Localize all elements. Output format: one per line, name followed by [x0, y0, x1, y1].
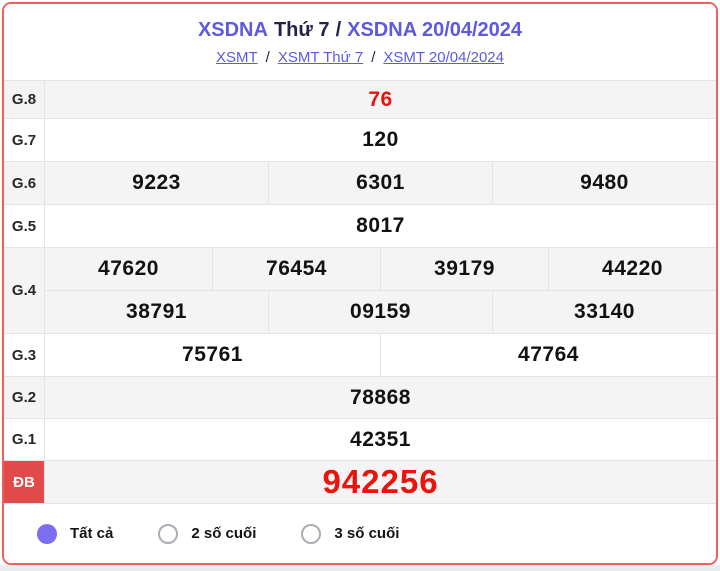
display-filter-bar: Tất cả 2 số cuối 3 số cuối	[4, 503, 716, 563]
filter-option-last-3-digits[interactable]: 3 số cuối	[301, 523, 400, 544]
breadcrumb-link-xsmt-thu7[interactable]: XSMT Thứ 7	[277, 48, 364, 66]
jackpot-number: 942256	[322, 463, 439, 500]
result-number: 8017	[356, 214, 405, 237]
result-number: 75761	[182, 343, 243, 366]
breadcrumb-separator: /	[371, 48, 376, 66]
prize-label: G.1	[11, 431, 37, 448]
prize-row-g5: G.5 8017	[4, 204, 716, 247]
prize-values: 42351	[44, 419, 716, 460]
title-date: XSDNA 20/04/2024	[347, 18, 523, 41]
prize-values-line1: 47620 76454 39179 44220	[45, 248, 716, 290]
result-number: 09159	[268, 291, 492, 333]
result-number: 33140	[492, 291, 716, 333]
result-number: 6301	[268, 162, 492, 204]
prize-values: 47620 76454 39179 44220 38791 09159 3314…	[44, 248, 716, 333]
prize-values: 942256	[44, 461, 716, 503]
prize-label: G.8	[11, 91, 37, 108]
title-separator: /	[335, 18, 342, 41]
result-number: 120	[362, 128, 399, 151]
filter-option-label: Tất cả	[70, 525, 114, 542]
prize-label: G.7	[11, 131, 37, 149]
prize-label: G.5	[11, 217, 37, 235]
page-title: XSDNA Thứ 7 / XSDNA 20/04/2024	[198, 19, 522, 41]
radio-unselected-icon[interactable]	[158, 523, 179, 544]
result-number: 76	[368, 87, 393, 111]
result-number: 78868	[350, 385, 411, 409]
breadcrumb-link-xsmt-date[interactable]: XSMT 20/04/2024	[383, 48, 504, 66]
prize-values: 120	[44, 119, 716, 161]
radio-unselected-icon[interactable]	[301, 523, 322, 544]
result-number: 9480	[492, 162, 716, 204]
prize-values: 9223 6301 9480	[44, 162, 716, 204]
result-number: 42351	[350, 427, 411, 451]
result-number: 44220	[548, 248, 716, 290]
result-number: 47620	[98, 257, 159, 280]
filter-option-label: 3 số cuối	[334, 525, 400, 542]
filter-option-last-2-digits[interactable]: 2 số cuối	[158, 523, 257, 544]
result-number: 38791	[126, 300, 187, 323]
prize-values-line2: 38791 09159 33140	[45, 290, 716, 333]
prize-row-g4: G.4 47620 76454 39179 44220 38791 09159 …	[4, 247, 716, 333]
prize-values: 76	[44, 81, 716, 118]
prize-values: 78868	[44, 377, 716, 418]
prize-row-g2: G.2 78868	[4, 376, 716, 418]
prize-row-g1: G.1 42351	[4, 418, 716, 460]
prize-values: 8017	[44, 205, 716, 247]
filter-option-all[interactable]: Tất cả	[37, 523, 114, 544]
result-number: 39179	[380, 248, 548, 290]
title-region: XSDNA	[197, 18, 268, 41]
result-number: 47764	[380, 334, 716, 376]
breadcrumb-separator: /	[265, 48, 270, 66]
prize-row-g7: G.7 120	[4, 118, 716, 161]
prize-row-g3: G.3 75761 47764	[4, 333, 716, 376]
prize-label: G.2	[11, 389, 37, 406]
page-background-strip	[0, 565, 720, 571]
radio-selected-icon[interactable]	[37, 523, 57, 544]
result-header: XSDNA Thứ 7 / XSDNA 20/04/2024 XSMT / XS…	[4, 4, 716, 80]
prize-row-g8: G.8 76	[4, 80, 716, 118]
result-number: 9223	[132, 171, 181, 194]
prize-values: 75761 47764	[44, 334, 716, 376]
breadcrumb: XSMT / XSMT Thứ 7 / XSMT 20/04/2024	[216, 49, 504, 66]
prize-label: G.3	[11, 346, 37, 364]
prize-row-g6: G.6 9223 6301 9480	[4, 161, 716, 204]
prize-label: G.6	[11, 174, 37, 192]
result-number: 76454	[212, 248, 380, 290]
title-weekday: Thứ 7	[273, 18, 330, 41]
breadcrumb-link-xsmt[interactable]: XSMT	[215, 48, 258, 66]
prize-label: G.4	[11, 282, 37, 299]
prize-row-db: ĐB 942256	[4, 460, 716, 503]
prize-label-special: ĐB	[4, 461, 44, 503]
filter-option-label: 2 số cuối	[191, 525, 257, 542]
